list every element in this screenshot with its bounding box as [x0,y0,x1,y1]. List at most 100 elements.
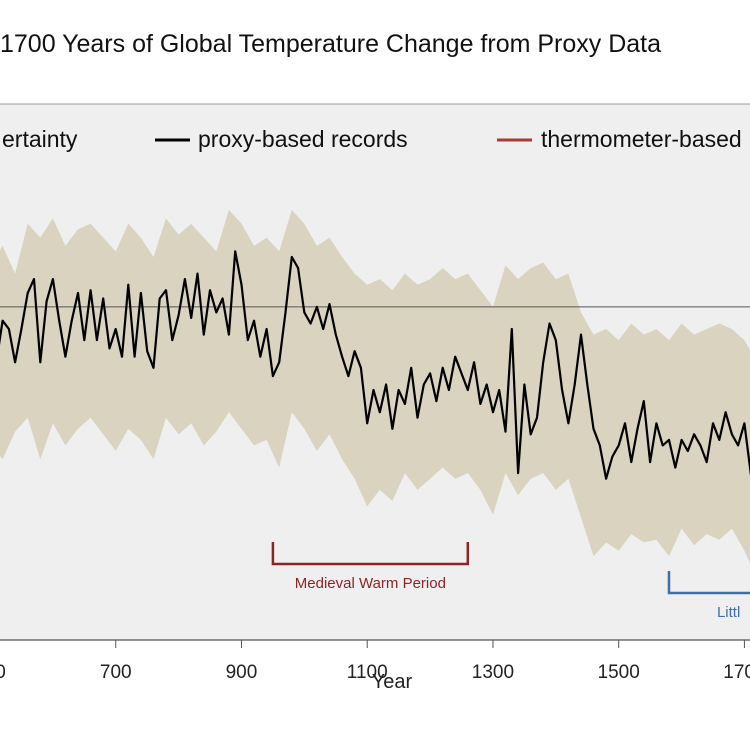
data-point [668,439,670,441]
data-point [45,300,48,303]
data-point [423,383,425,386]
data-point [479,403,482,405]
data-point [624,422,626,425]
data-point [404,403,406,405]
data-point [64,355,67,358]
data-point [737,444,739,447]
data-point [529,433,532,436]
data-point [454,355,457,358]
data-point [743,422,746,425]
data-point [70,319,73,322]
data-point [586,383,589,386]
data-point [52,278,54,280]
data-point [617,444,620,447]
data-point [240,283,243,286]
data-point [630,461,633,463]
data-point [599,444,601,447]
data-point [592,428,595,430]
x-tick-label: 1500 [598,662,640,683]
data-point [473,361,475,364]
x-tick-label: 1100 [347,662,388,683]
data-point [140,292,142,294]
data-point [26,292,29,294]
data-point [39,361,42,364]
data-point [693,433,695,436]
annotation-bracket-medieval-warm-period [271,542,470,566]
data-point [347,375,350,377]
data-point [385,383,387,386]
data-point [511,328,513,330]
x-tick-label: 500 [0,662,6,683]
data-point [536,416,538,419]
data-point [661,444,664,447]
data-point [158,297,161,300]
data-point [303,311,306,314]
data-point [523,383,526,386]
data-point [391,428,394,430]
data-point [14,361,16,364]
data-point [102,297,104,300]
legend-label-uncertainty: ertainty [2,126,78,152]
data-point [190,317,192,319]
legend-label-thermometer: thermometer-based [541,126,742,152]
x-tick-label: 700 [100,662,132,683]
data-point [83,339,86,341]
annotation-label-littl: Littl [717,604,740,621]
data-point [504,430,507,433]
data-point [448,389,450,391]
data-point [731,433,733,436]
data-point [643,400,645,402]
data-point [234,250,236,253]
annotation-bracket-littl [667,571,750,595]
data-point [542,361,544,364]
data-point [555,339,557,341]
data-point [184,278,186,280]
data-point [435,400,438,402]
data-point [146,350,148,353]
data-point [649,461,651,463]
x-ticks: 500 700 900 1100 1300 1500 1700 [0,640,750,683]
data-point [498,389,501,391]
data-point [165,289,167,292]
data-point [485,383,488,386]
data-point [20,328,23,330]
data-point [265,328,268,330]
data-point [360,367,362,369]
data-point [611,455,614,458]
data-point [705,461,708,463]
data-point [221,297,224,300]
data-point [680,439,683,441]
data-point [328,303,331,305]
data-point [228,333,230,336]
data-point [322,328,325,330]
chart-title: 1700 Years of Global Temperature Change … [0,30,661,58]
data-point [152,367,155,369]
x-tick-label: 1700 [723,662,750,683]
data-point [492,411,494,414]
data-point [171,339,174,341]
data-point [341,355,343,358]
period-annotations: Medieval Warm Period Littl [271,542,750,621]
data-point [108,347,111,350]
data-point [177,314,180,317]
data-point [278,361,281,364]
data-point [573,383,576,386]
x-axis-label: Year [372,671,413,693]
data-point [372,389,375,391]
data-point [96,339,98,341]
data-point [379,411,381,414]
data-point [203,333,205,336]
annotation-label-medieval-warm-period: Medieval Warm Period [295,575,446,592]
data-point [567,422,570,425]
data-point [121,355,123,358]
data-point [196,272,199,275]
data-point [548,322,551,325]
data-point [133,355,136,358]
data-point [77,292,79,294]
data-point [712,422,714,425]
data-point [561,389,563,391]
data-point [316,306,318,308]
data-point [718,439,721,441]
data-point [33,278,35,280]
data-point [366,422,369,425]
